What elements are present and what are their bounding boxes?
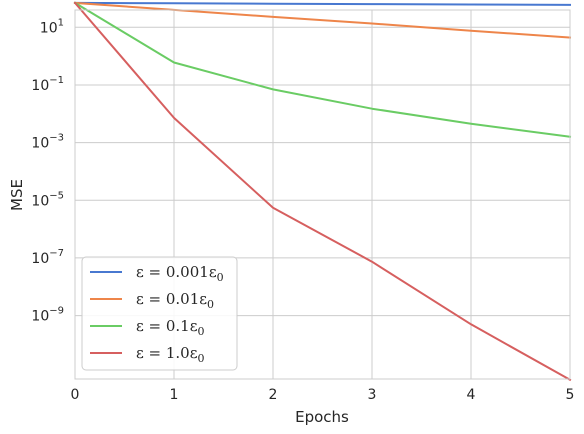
x-tick-label: 2 <box>269 387 278 403</box>
x-tick-label: 5 <box>566 387 575 403</box>
y-tick-label: 10−5 <box>31 190 64 209</box>
y-tick-label: 10−7 <box>31 248 64 267</box>
x-tick-label: 0 <box>71 387 80 403</box>
x-tick-label: 3 <box>368 387 377 403</box>
series-line <box>73 1 572 39</box>
x-axis-label: Epochs <box>295 408 349 426</box>
x-tick-labels: 0 1 2 3 4 5 <box>71 387 575 403</box>
plot-frame <box>74 9 571 380</box>
series-line <box>73 1 572 138</box>
series-line <box>73 1 572 382</box>
legend-entry: ε = 0.01ε0 <box>136 290 214 311</box>
series-lines <box>73 1 572 382</box>
y-tick-label: 10−9 <box>31 306 64 325</box>
y-tick-label: 10−3 <box>31 133 64 152</box>
legend: ε = 0.001ε0 ε = 0.01ε0 ε = 0.1ε0 ε = 1.0ε0 <box>81 256 238 371</box>
x-tick-label: 1 <box>170 387 179 403</box>
series-line <box>73 1 572 6</box>
legend-entry: ε = 1.0ε0 <box>136 344 205 365</box>
y-axis-label: MSE <box>8 179 26 211</box>
y-tick-labels: 101 10−1 10−3 10−5 10−7 10−9 <box>31 17 64 324</box>
legend-entry: ε = 0.1ε0 <box>136 317 205 338</box>
y-tick-label: 10−1 <box>31 75 64 94</box>
legend-entry: ε = 0.001ε0 <box>136 263 224 284</box>
x-tick-label: 4 <box>467 387 476 403</box>
y-tick-label: 101 <box>40 17 64 36</box>
legend-box <box>81 256 238 371</box>
